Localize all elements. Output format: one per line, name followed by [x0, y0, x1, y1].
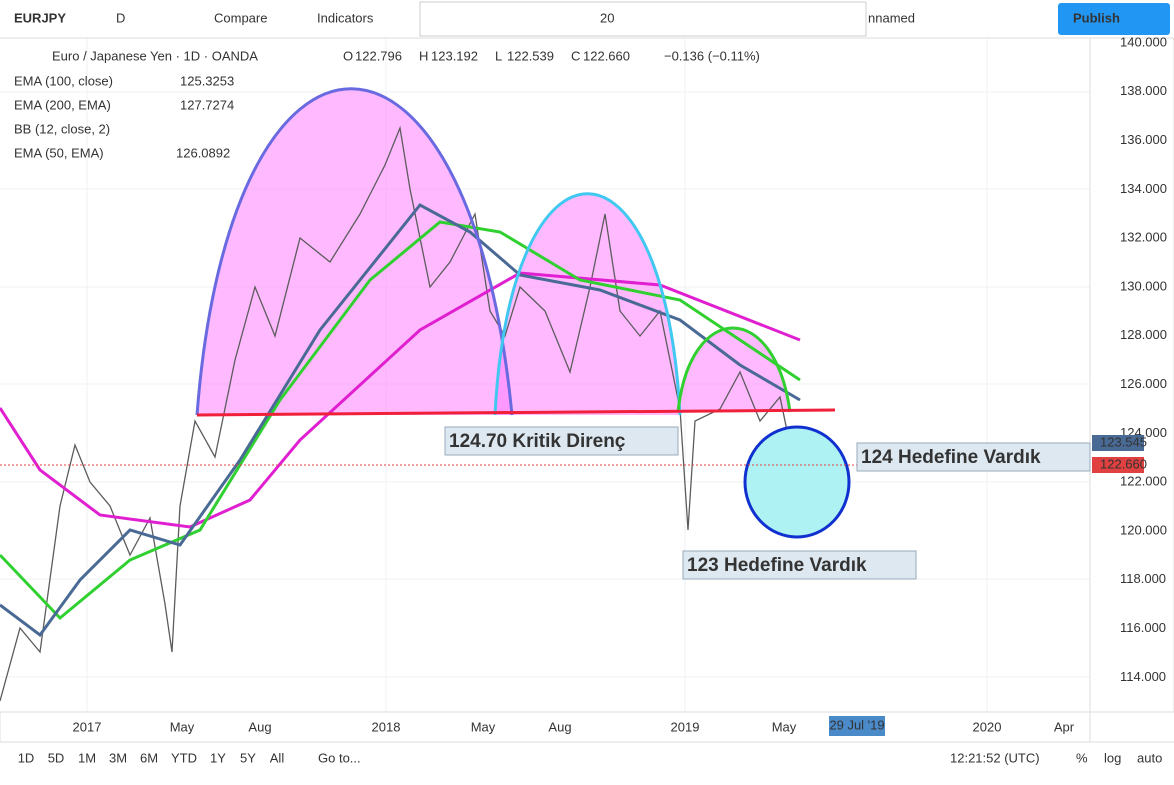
ohlc-text: 122.796 [355, 48, 402, 63]
annotation: 124 Hedefine Vardık [861, 447, 1041, 468]
price-tick: 130.000 [1120, 278, 1167, 293]
price-badge [1092, 457, 1144, 473]
arc [195, 87, 514, 416]
time-tick: May [170, 719, 195, 734]
ema-50 [0, 220, 801, 621]
range-button[interactable]: 5Y [240, 750, 256, 765]
line-width[interactable]: 20 [600, 10, 614, 25]
indicator-value: 126.0892 [176, 145, 230, 160]
layout-name[interactable]: nnamed [868, 10, 915, 25]
price-tick: 128.000 [1120, 327, 1167, 342]
price-axis [1089, 37, 1174, 713]
pattern-fill [678, 328, 790, 412]
percent-toggle[interactable]: % [1076, 750, 1088, 765]
symbol[interactable]: EURJPY [14, 10, 66, 25]
ema-200 [0, 271, 801, 529]
price-badge-label: 122.660 [1100, 456, 1147, 471]
price-tick: 120.000 [1120, 522, 1167, 537]
time-tick: 2019 [671, 719, 700, 734]
range-button[interactable]: 1D [18, 750, 35, 765]
time-tick: May [772, 719, 797, 734]
time-axis [0, 711, 1091, 743]
drawing-toolbar [419, 1, 867, 37]
range-button[interactable]: YTD [171, 750, 197, 765]
target-circle [743, 425, 851, 539]
annotation-box [682, 550, 917, 580]
interval[interactable]: D [116, 10, 125, 25]
price-tick: 138.000 [1120, 83, 1167, 98]
time-tick: 2017 [73, 719, 102, 734]
clock: 12:21:52 (UTC) [950, 750, 1040, 765]
bottom-bar [0, 742, 1174, 780]
annotation: 123 Hedefine Vardık [687, 555, 867, 576]
price-line [0, 125, 801, 702]
price-badge-label: 123.545 [1100, 434, 1147, 449]
auto-toggle[interactable]: auto [1137, 750, 1162, 765]
time-tick: Aug [548, 719, 571, 734]
indicator-name: BB (12, close, 2) [14, 121, 110, 136]
price-tick: 116.000 [1120, 620, 1166, 635]
price-tick: 118.000 [1120, 571, 1166, 586]
log-toggle[interactable]: log [1104, 750, 1121, 765]
publish-button[interactable] [1058, 3, 1170, 35]
cursor-badge [829, 716, 885, 736]
annotation-box [856, 442, 1091, 472]
time-tick: 2020 [973, 719, 1002, 734]
annotation-box [444, 426, 679, 456]
indicators-button[interactable]: Indicators [317, 10, 374, 25]
indicator-name: EMA (100, close) [14, 73, 113, 88]
indicator-value: 125.3253 [180, 73, 234, 88]
time-tick: Apr [1054, 719, 1075, 734]
price-tick: 136.000 [1120, 132, 1167, 147]
support-line [196, 408, 836, 417]
ohlc-text: 122.539 [507, 48, 554, 63]
price-tick: 140.000 [1120, 34, 1167, 49]
ohlc-text: H [419, 48, 428, 63]
range-button[interactable]: All [270, 750, 285, 765]
price-tick: 132.000 [1120, 230, 1167, 245]
price-tick: 122.000 [1120, 474, 1167, 489]
arc [676, 326, 792, 413]
ohlc-text: L [495, 48, 502, 63]
range-button[interactable]: 1M [78, 750, 96, 765]
ohlc-text: 122.660 [583, 48, 630, 63]
time-tick: 2018 [372, 719, 401, 734]
indicator-name: EMA (200, EMA) [14, 97, 111, 112]
indicator-value: 127.7274 [180, 97, 234, 112]
publish-label[interactable]: Publish [1073, 10, 1120, 25]
cursor-date: 29 Jul '19 [829, 717, 884, 732]
compare-button[interactable]: Compare [214, 10, 267, 25]
range-button[interactable]: 6M [140, 750, 158, 765]
arc [493, 192, 682, 416]
price-tick: 126.000 [1120, 376, 1167, 391]
ohlc-text: 123.192 [431, 48, 478, 63]
pattern-fill [495, 193, 680, 415]
annotation: 124.70 Kritik Direnç [449, 431, 626, 452]
change: −0.136 (−0.11%) [664, 48, 760, 63]
time-tick: Aug [248, 719, 271, 734]
price-tick: 114.000 [1120, 669, 1166, 684]
goto-button[interactable]: Go to... [318, 750, 361, 765]
price-badge [1092, 435, 1144, 451]
indicator-name: EMA (50, EMA) [14, 145, 104, 160]
range-button[interactable]: 1Y [210, 750, 226, 765]
ohlc-text: O [343, 48, 353, 63]
time-tick: May [471, 719, 496, 734]
ohlc-text: C [571, 48, 580, 63]
range-button[interactable]: 3M [109, 750, 127, 765]
legend-title: Euro / Japanese Yen · 1D · OANDA [52, 48, 258, 63]
range-button[interactable]: 5D [48, 750, 65, 765]
price-tick: 134.000 [1120, 181, 1167, 196]
